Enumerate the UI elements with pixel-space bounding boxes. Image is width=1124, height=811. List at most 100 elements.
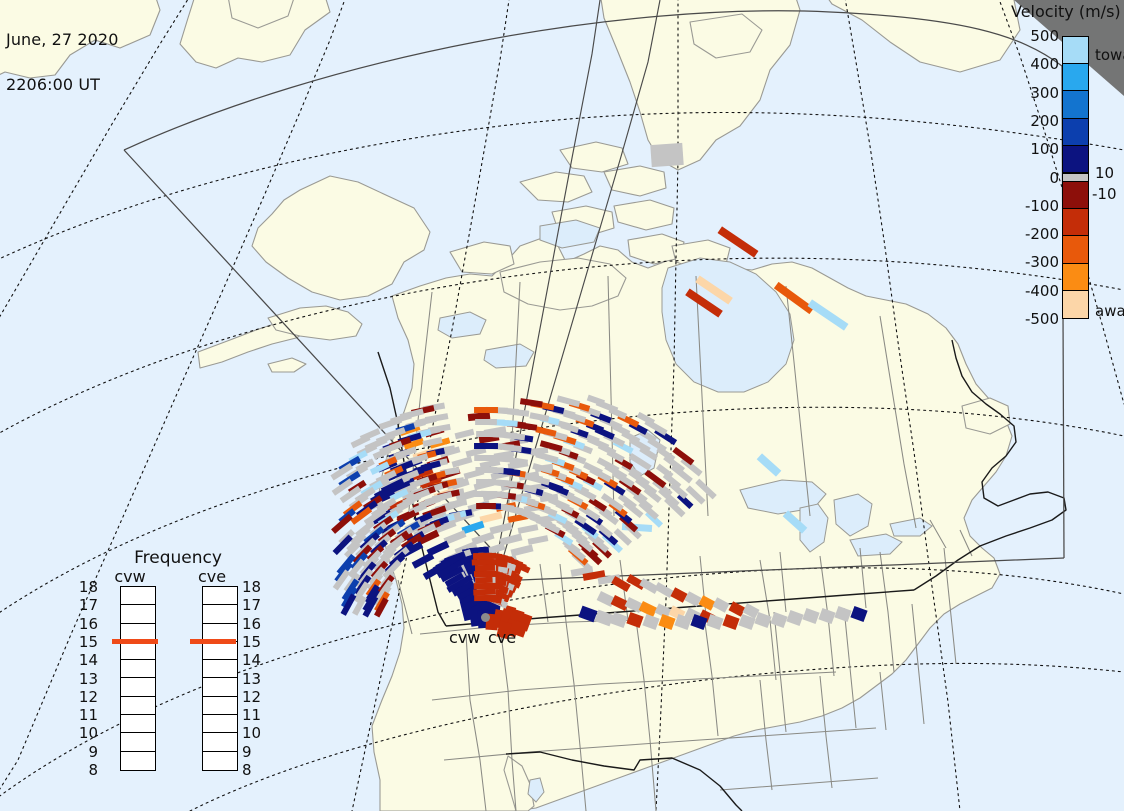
radar-cell [850,605,868,623]
radar-cell [773,281,815,315]
province-border-5 [785,285,811,517]
radar-cell [471,558,494,566]
radar-cell [446,575,471,593]
velocity-band [1063,172,1088,182]
radar-cell [654,603,672,619]
radar-cell [456,586,476,601]
radar-cell [389,488,409,502]
state-border-3 [465,633,471,701]
frequency-tick-label: 18 [242,578,262,596]
frequency-tick-label: 15 [242,632,262,651]
frequency-tick-label: 14 [242,651,262,670]
plot-boundary-arc [123,10,1063,151]
radar-cell [600,493,624,512]
velocity-tick-label: 500 [1030,27,1059,45]
radar-cell [610,611,628,629]
frequency-cell [121,678,155,697]
radar-cell [626,611,644,629]
radar-cell [475,576,493,584]
radar-cell [426,540,450,557]
radar-cell [672,446,695,466]
velocity-band [1063,236,1088,264]
radar-cell [636,411,656,426]
grid-meridian-3 [655,0,679,811]
inland-water [437,219,933,803]
radar-cell [465,446,487,458]
radar-cell [586,394,606,407]
frequency-tick-label: 15 [78,632,98,651]
frequency-scale-cve [202,586,238,771]
velocity-zero-lower-label: -10 [1092,185,1117,203]
radar-cell [642,613,660,631]
radar-cell [535,451,559,464]
baja-peninsula [503,755,535,811]
velocity-band [1063,91,1088,119]
hudson-bay [661,257,795,393]
us-canada-border-lakes [913,339,1067,591]
radar-cell [377,488,399,503]
frequency-scale-cvw [120,586,156,771]
timestamp-time: 2206:00 UT [6,75,101,94]
fov-line-cvw [485,0,661,617]
state-border-6 [635,619,657,811]
velocity-tick-label: 100 [1030,140,1059,159]
grid-meridian-1 [0,0,346,790]
radar-cell [496,620,512,640]
frequency-cell [121,660,155,679]
great-lakes-ontario [889,517,933,537]
radar-cell [475,467,497,473]
frequency-cell [121,642,155,661]
frequency-column-label-cve: cve [197,567,227,586]
radar-cell [474,407,498,413]
radar-cell [613,528,633,546]
radar-cell [430,557,455,575]
radar-cell [475,419,497,425]
state-border-12 [469,699,487,811]
velocity-band [1063,263,1088,291]
state-border-16 [859,547,867,609]
frequency-column-label-cvw: cvw [114,567,146,586]
frequency-tick-label: 16 [78,614,98,633]
radar-cell [695,478,717,500]
frequency-ticks-cvw: 18 17 16 15 14 13 12 11 10 9 8 [78,578,100,779]
radar-cell [834,605,852,623]
fov-line-cve [485,0,601,617]
radar-cell [532,463,554,474]
grid-lat-circle-1 [0,111,1124,260]
velocity-band [1063,64,1088,92]
great-lakes-erie [849,533,903,557]
arctic-island-b [689,13,763,59]
frequency-marker [112,638,158,644]
radar-cell [644,469,667,489]
radar-cell [330,463,354,481]
radar-cell [756,453,782,477]
radar-cell [347,558,366,579]
grid-lat-circle-2 [0,257,1124,434]
frequency-column-cvw: cvw 18 17 16 15 14 13 12 11 10 9 8 [79,567,158,781]
grid-meridian-5 [998,0,1124,405]
greenland-landmass [0,0,161,79]
radar-cell [378,416,403,430]
frequency-tick-label: 12 [242,687,262,706]
radar-fov-lines [485,0,661,617]
frequency-cell [203,660,237,679]
us-mexico-border [505,751,743,811]
frequency-column-cve: cve 18 17 16 15 14 13 12 11 10 9 8 [184,567,261,781]
arch-isl-3 [603,165,667,197]
radar-cell [654,582,674,598]
northern-nodata-patch [650,142,684,168]
radar-cell [451,456,473,468]
frequency-cell [203,678,237,697]
radar-cell [422,437,443,448]
state-border-7 [703,615,719,737]
radar-cell [527,535,549,545]
radar-cell [444,572,465,588]
radar-cell [535,426,557,437]
victoria-island [499,257,627,311]
radar-cell [352,595,367,616]
radar-cell [680,456,703,477]
radar-cell [473,588,496,596]
state-border-se-4 [699,727,877,741]
radar-cell [372,447,392,460]
radar-cell [676,492,694,510]
